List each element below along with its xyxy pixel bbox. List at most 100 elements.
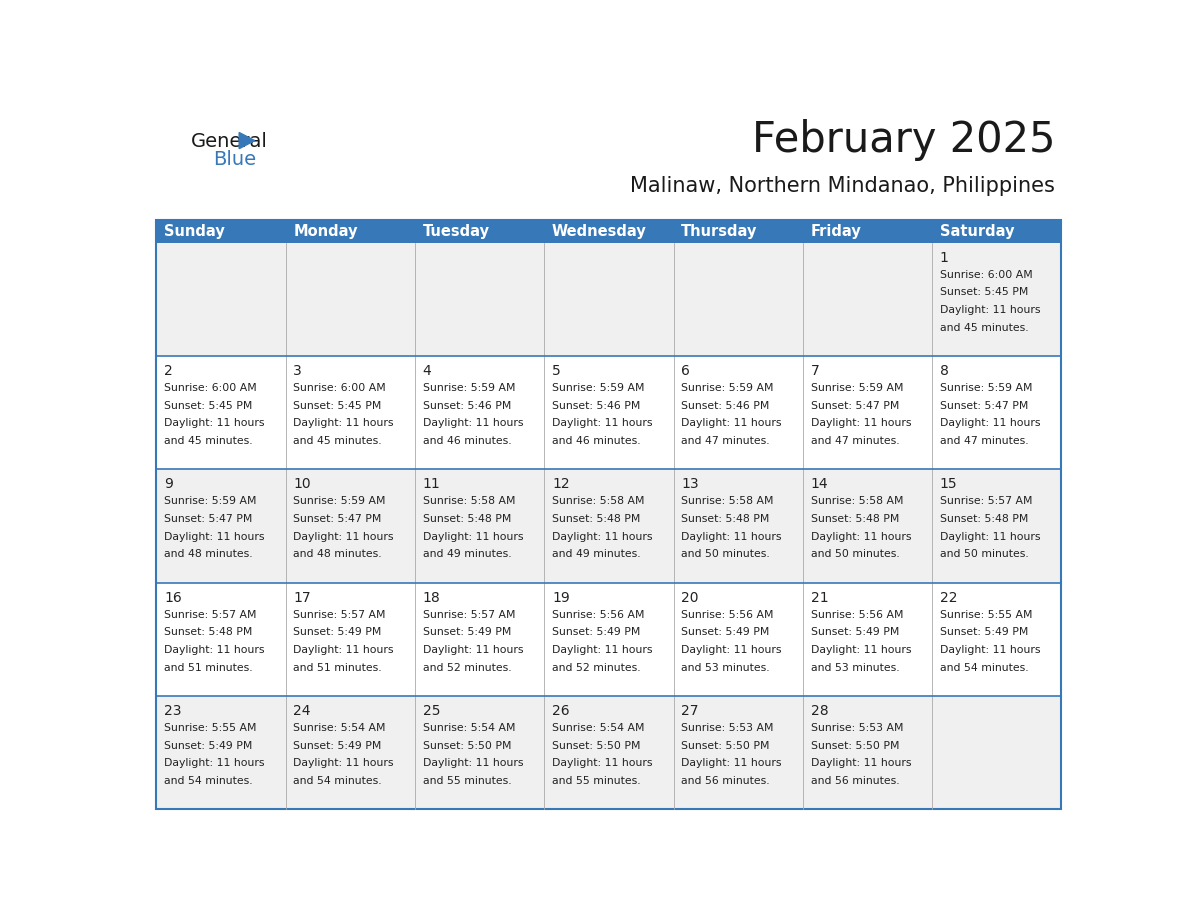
Text: 17: 17 bbox=[293, 590, 311, 605]
Text: Sunset: 5:46 PM: Sunset: 5:46 PM bbox=[681, 401, 770, 410]
Text: Sunset: 5:48 PM: Sunset: 5:48 PM bbox=[681, 514, 770, 524]
Text: Daylight: 11 hours: Daylight: 11 hours bbox=[681, 758, 782, 768]
Text: Sunset: 5:48 PM: Sunset: 5:48 PM bbox=[810, 514, 899, 524]
Text: and 53 minutes.: and 53 minutes. bbox=[681, 663, 770, 673]
Text: Sunset: 5:49 PM: Sunset: 5:49 PM bbox=[423, 627, 511, 637]
Text: 18: 18 bbox=[423, 590, 441, 605]
Text: Daylight: 11 hours: Daylight: 11 hours bbox=[681, 419, 782, 429]
Text: Sunset: 5:48 PM: Sunset: 5:48 PM bbox=[164, 627, 252, 637]
Text: and 52 minutes.: and 52 minutes. bbox=[423, 663, 511, 673]
Text: and 49 minutes.: and 49 minutes. bbox=[423, 549, 511, 559]
Text: Daylight: 11 hours: Daylight: 11 hours bbox=[164, 758, 265, 768]
Text: 20: 20 bbox=[681, 590, 699, 605]
Text: 9: 9 bbox=[164, 477, 173, 491]
Bar bbox=[157, 356, 1061, 469]
Text: Sunrise: 5:59 AM: Sunrise: 5:59 AM bbox=[423, 383, 516, 393]
Text: and 46 minutes.: and 46 minutes. bbox=[423, 436, 511, 446]
Text: 1: 1 bbox=[940, 251, 949, 264]
Text: Daylight: 11 hours: Daylight: 11 hours bbox=[552, 532, 652, 542]
Text: Daylight: 11 hours: Daylight: 11 hours bbox=[164, 532, 265, 542]
Text: Sunrise: 5:59 AM: Sunrise: 5:59 AM bbox=[164, 497, 257, 507]
Text: General: General bbox=[191, 131, 268, 151]
Text: 5: 5 bbox=[552, 364, 561, 378]
Text: Sunset: 5:48 PM: Sunset: 5:48 PM bbox=[423, 514, 511, 524]
Text: Sunrise: 6:00 AM: Sunrise: 6:00 AM bbox=[940, 270, 1032, 280]
Text: and 46 minutes.: and 46 minutes. bbox=[552, 436, 640, 446]
Text: Sunset: 5:46 PM: Sunset: 5:46 PM bbox=[423, 401, 511, 410]
Text: Daylight: 11 hours: Daylight: 11 hours bbox=[810, 419, 911, 429]
Text: and 54 minutes.: and 54 minutes. bbox=[293, 776, 383, 786]
Text: Daylight: 11 hours: Daylight: 11 hours bbox=[423, 532, 523, 542]
Text: Sunset: 5:50 PM: Sunset: 5:50 PM bbox=[552, 741, 640, 751]
Text: Daylight: 11 hours: Daylight: 11 hours bbox=[293, 419, 394, 429]
Bar bbox=[415, 219, 544, 242]
Bar bbox=[157, 219, 285, 242]
Text: Daylight: 11 hours: Daylight: 11 hours bbox=[940, 305, 1041, 315]
Text: 8: 8 bbox=[940, 364, 949, 378]
Text: and 55 minutes.: and 55 minutes. bbox=[552, 776, 640, 786]
Text: 6: 6 bbox=[681, 364, 690, 378]
Bar bbox=[803, 219, 933, 242]
Text: Daylight: 11 hours: Daylight: 11 hours bbox=[552, 419, 652, 429]
Text: Sunrise: 6:00 AM: Sunrise: 6:00 AM bbox=[293, 383, 386, 393]
Text: Sunrise: 5:57 AM: Sunrise: 5:57 AM bbox=[423, 610, 516, 620]
Text: Daylight: 11 hours: Daylight: 11 hours bbox=[293, 645, 394, 655]
Text: and 54 minutes.: and 54 minutes. bbox=[164, 776, 253, 786]
Text: and 45 minutes.: and 45 minutes. bbox=[940, 322, 1029, 332]
Text: and 50 minutes.: and 50 minutes. bbox=[940, 549, 1029, 559]
Text: Daylight: 11 hours: Daylight: 11 hours bbox=[293, 758, 394, 768]
Text: Sunrise: 5:57 AM: Sunrise: 5:57 AM bbox=[293, 610, 386, 620]
Text: Sunset: 5:45 PM: Sunset: 5:45 PM bbox=[293, 401, 381, 410]
Bar bbox=[933, 219, 1061, 242]
Text: Sunrise: 5:56 AM: Sunrise: 5:56 AM bbox=[810, 610, 903, 620]
Text: 10: 10 bbox=[293, 477, 311, 491]
Text: and 47 minutes.: and 47 minutes. bbox=[681, 436, 770, 446]
Text: Daylight: 11 hours: Daylight: 11 hours bbox=[552, 758, 652, 768]
Text: Daylight: 11 hours: Daylight: 11 hours bbox=[423, 419, 523, 429]
Text: Sunrise: 5:57 AM: Sunrise: 5:57 AM bbox=[164, 610, 257, 620]
Text: Sunrise: 5:57 AM: Sunrise: 5:57 AM bbox=[940, 497, 1032, 507]
Text: 3: 3 bbox=[293, 364, 302, 378]
Text: and 47 minutes.: and 47 minutes. bbox=[810, 436, 899, 446]
Text: Sunrise: 5:53 AM: Sunrise: 5:53 AM bbox=[810, 723, 903, 733]
Text: Daylight: 11 hours: Daylight: 11 hours bbox=[164, 419, 265, 429]
Text: Sunset: 5:45 PM: Sunset: 5:45 PM bbox=[164, 401, 252, 410]
Text: Sunrise: 5:54 AM: Sunrise: 5:54 AM bbox=[293, 723, 386, 733]
Text: Sunset: 5:46 PM: Sunset: 5:46 PM bbox=[552, 401, 640, 410]
Text: Daylight: 11 hours: Daylight: 11 hours bbox=[293, 532, 394, 542]
Text: Sunset: 5:50 PM: Sunset: 5:50 PM bbox=[423, 741, 511, 751]
Bar bbox=[674, 219, 803, 242]
Text: Sunrise: 5:55 AM: Sunrise: 5:55 AM bbox=[940, 610, 1032, 620]
Text: Daylight: 11 hours: Daylight: 11 hours bbox=[940, 645, 1041, 655]
Text: Sunset: 5:49 PM: Sunset: 5:49 PM bbox=[810, 627, 899, 637]
Text: Sunset: 5:47 PM: Sunset: 5:47 PM bbox=[810, 401, 899, 410]
Text: Sunset: 5:49 PM: Sunset: 5:49 PM bbox=[293, 741, 381, 751]
Text: and 50 minutes.: and 50 minutes. bbox=[681, 549, 770, 559]
Text: and 55 minutes.: and 55 minutes. bbox=[423, 776, 511, 786]
Text: 25: 25 bbox=[423, 704, 440, 718]
Text: Thursday: Thursday bbox=[681, 224, 758, 239]
Text: 7: 7 bbox=[810, 364, 820, 378]
Text: Daylight: 11 hours: Daylight: 11 hours bbox=[423, 758, 523, 768]
Text: Sunrise: 5:59 AM: Sunrise: 5:59 AM bbox=[293, 497, 386, 507]
Text: Daylight: 11 hours: Daylight: 11 hours bbox=[810, 645, 911, 655]
Text: and 48 minutes.: and 48 minutes. bbox=[164, 549, 253, 559]
Text: Daylight: 11 hours: Daylight: 11 hours bbox=[423, 645, 523, 655]
Text: Friday: Friday bbox=[810, 224, 861, 239]
Text: and 56 minutes.: and 56 minutes. bbox=[810, 776, 899, 786]
Text: 26: 26 bbox=[552, 704, 569, 718]
Bar bbox=[157, 583, 1061, 696]
Text: and 49 minutes.: and 49 minutes. bbox=[552, 549, 640, 559]
Text: Sunrise: 5:54 AM: Sunrise: 5:54 AM bbox=[423, 723, 516, 733]
Text: Sunrise: 5:58 AM: Sunrise: 5:58 AM bbox=[810, 497, 903, 507]
Text: Daylight: 11 hours: Daylight: 11 hours bbox=[810, 532, 911, 542]
Text: Sunset: 5:48 PM: Sunset: 5:48 PM bbox=[940, 514, 1029, 524]
Text: Sunset: 5:48 PM: Sunset: 5:48 PM bbox=[552, 514, 640, 524]
Text: Sunrise: 6:00 AM: Sunrise: 6:00 AM bbox=[164, 383, 257, 393]
Bar bbox=[544, 219, 674, 242]
Text: Sunrise: 5:59 AM: Sunrise: 5:59 AM bbox=[810, 383, 903, 393]
Text: 23: 23 bbox=[164, 704, 182, 718]
Text: Sunrise: 5:55 AM: Sunrise: 5:55 AM bbox=[164, 723, 257, 733]
Text: 19: 19 bbox=[552, 590, 570, 605]
Text: 13: 13 bbox=[681, 477, 699, 491]
